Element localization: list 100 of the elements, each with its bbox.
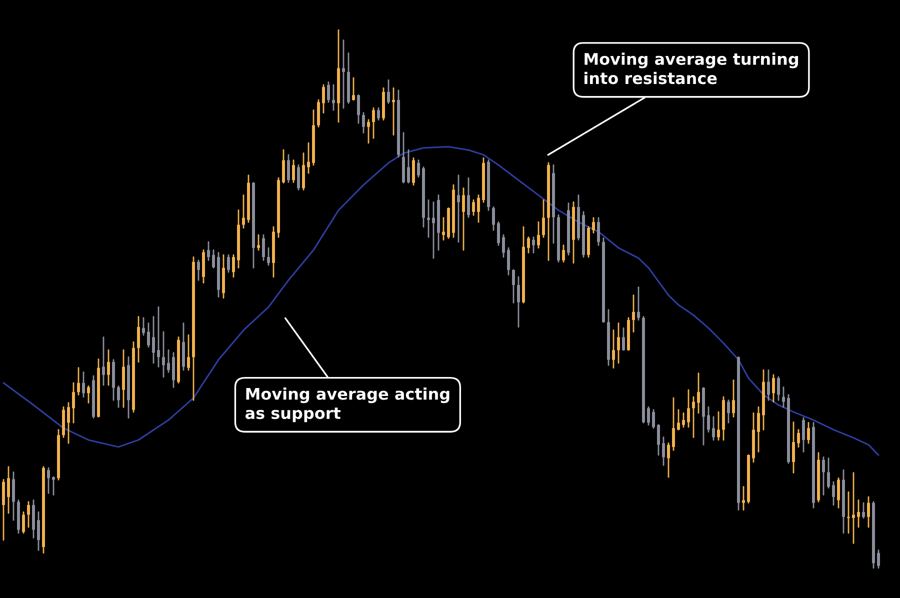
candlestick: [2, 479, 5, 541]
candlestick: [692, 396, 695, 438]
candlestick: [707, 406, 710, 433]
candlestick: [307, 142, 310, 174]
candlestick: [392, 87, 395, 136]
candlestick: [77, 367, 80, 396]
candlestick: [117, 385, 120, 408]
candlestick: [137, 316, 140, 363]
candlestick: [162, 331, 165, 378]
candlestick: [512, 269, 515, 304]
candlestick: [367, 119, 370, 144]
candlestick: [827, 458, 830, 489]
candlestick: [142, 317, 145, 336]
candlestick: [782, 386, 785, 408]
candlestick: [507, 247, 510, 276]
candlestick: [822, 456, 825, 496]
candlestick: [417, 160, 420, 178]
candlestick: [617, 322, 620, 364]
candlestick: [152, 316, 155, 364]
candlestick: [672, 397, 675, 451]
candlestick: [457, 174, 460, 243]
candlestick: [717, 411, 720, 441]
candlestick: [317, 99, 320, 128]
candlestick: [27, 501, 30, 528]
candlestick: [362, 112, 365, 134]
candlestick: [657, 424, 660, 456]
candlestick: [847, 491, 850, 534]
candlestick: [777, 376, 780, 401]
candlestick: [302, 152, 305, 190]
candlestick: [87, 385, 90, 404]
candlestick: [72, 382, 75, 424]
candlestick: [37, 511, 40, 551]
candlestick: [197, 260, 200, 281]
candlestick: [467, 177, 470, 218]
candlestick: [772, 374, 775, 402]
candlestick: [652, 409, 655, 429]
annotation: Moving average acting as support: [245, 388, 450, 422]
candlestick: [427, 199, 430, 238]
candlestick: [527, 236, 530, 254]
candlestick: [502, 234, 505, 258]
candlestick: [357, 94, 360, 124]
candlestick: [242, 194, 245, 229]
candlestick: [562, 244, 565, 263]
candlestick: [212, 249, 215, 268]
candlestick: [322, 84, 325, 114]
candlestick: [472, 199, 475, 216]
candlestick: [877, 550, 880, 569]
candlestick: [637, 286, 640, 321]
candlestick: [232, 254, 235, 278]
candlestick: [432, 201, 435, 259]
candlestick: [597, 217, 600, 246]
candlestick: [167, 349, 170, 373]
candlestick: [632, 294, 635, 333]
candlestick: [282, 149, 285, 184]
candlestick: [802, 417, 805, 452]
candlestick: [852, 472, 855, 544]
candlestick: [387, 79, 390, 104]
candlestick: [612, 330, 615, 369]
candlestick: [187, 334, 190, 371]
candlestick: [297, 164, 300, 190]
candlestick: [757, 406, 760, 452]
candlestick: [662, 436, 665, 466]
candlestick: [797, 429, 800, 448]
candlestick: [262, 234, 265, 261]
candlestick: [342, 40, 345, 109]
candlestick: [122, 349, 125, 408]
candlestick: [257, 234, 260, 251]
candlestick: [732, 380, 735, 418]
candlestick: [492, 206, 495, 231]
candlestick: [442, 217, 445, 241]
candlestick: [267, 247, 270, 266]
candlestick: [22, 511, 25, 534]
candlestick: [832, 481, 835, 506]
candlestick: [532, 236, 535, 254]
candlestick: [677, 409, 680, 430]
candlestick: [712, 416, 715, 441]
candlestick: [332, 84, 335, 111]
candlestick: [767, 369, 770, 401]
candlestick: [372, 107, 375, 139]
candlestick: [227, 254, 230, 273]
candlestick: [647, 406, 650, 426]
candlestick: [52, 476, 55, 496]
candlestick: [327, 82, 330, 103]
candlestick: [102, 336, 105, 386]
candlestick: [807, 422, 810, 444]
candlestick: [287, 154, 290, 183]
candlestick: [687, 389, 690, 428]
candlestick: [857, 500, 860, 528]
candlestick: [862, 502, 865, 519]
candlestick: [727, 399, 730, 424]
candlestick: [47, 467, 50, 494]
candlestick: [292, 160, 295, 183]
candlestick: [622, 327, 625, 351]
candlestick: [7, 466, 10, 514]
candlestick: [537, 221, 540, 249]
candlestick: [497, 221, 500, 246]
candlestick: [207, 241, 210, 261]
candlestick: [682, 412, 685, 428]
candlestick: [157, 306, 160, 368]
candlestick: [412, 157, 415, 186]
